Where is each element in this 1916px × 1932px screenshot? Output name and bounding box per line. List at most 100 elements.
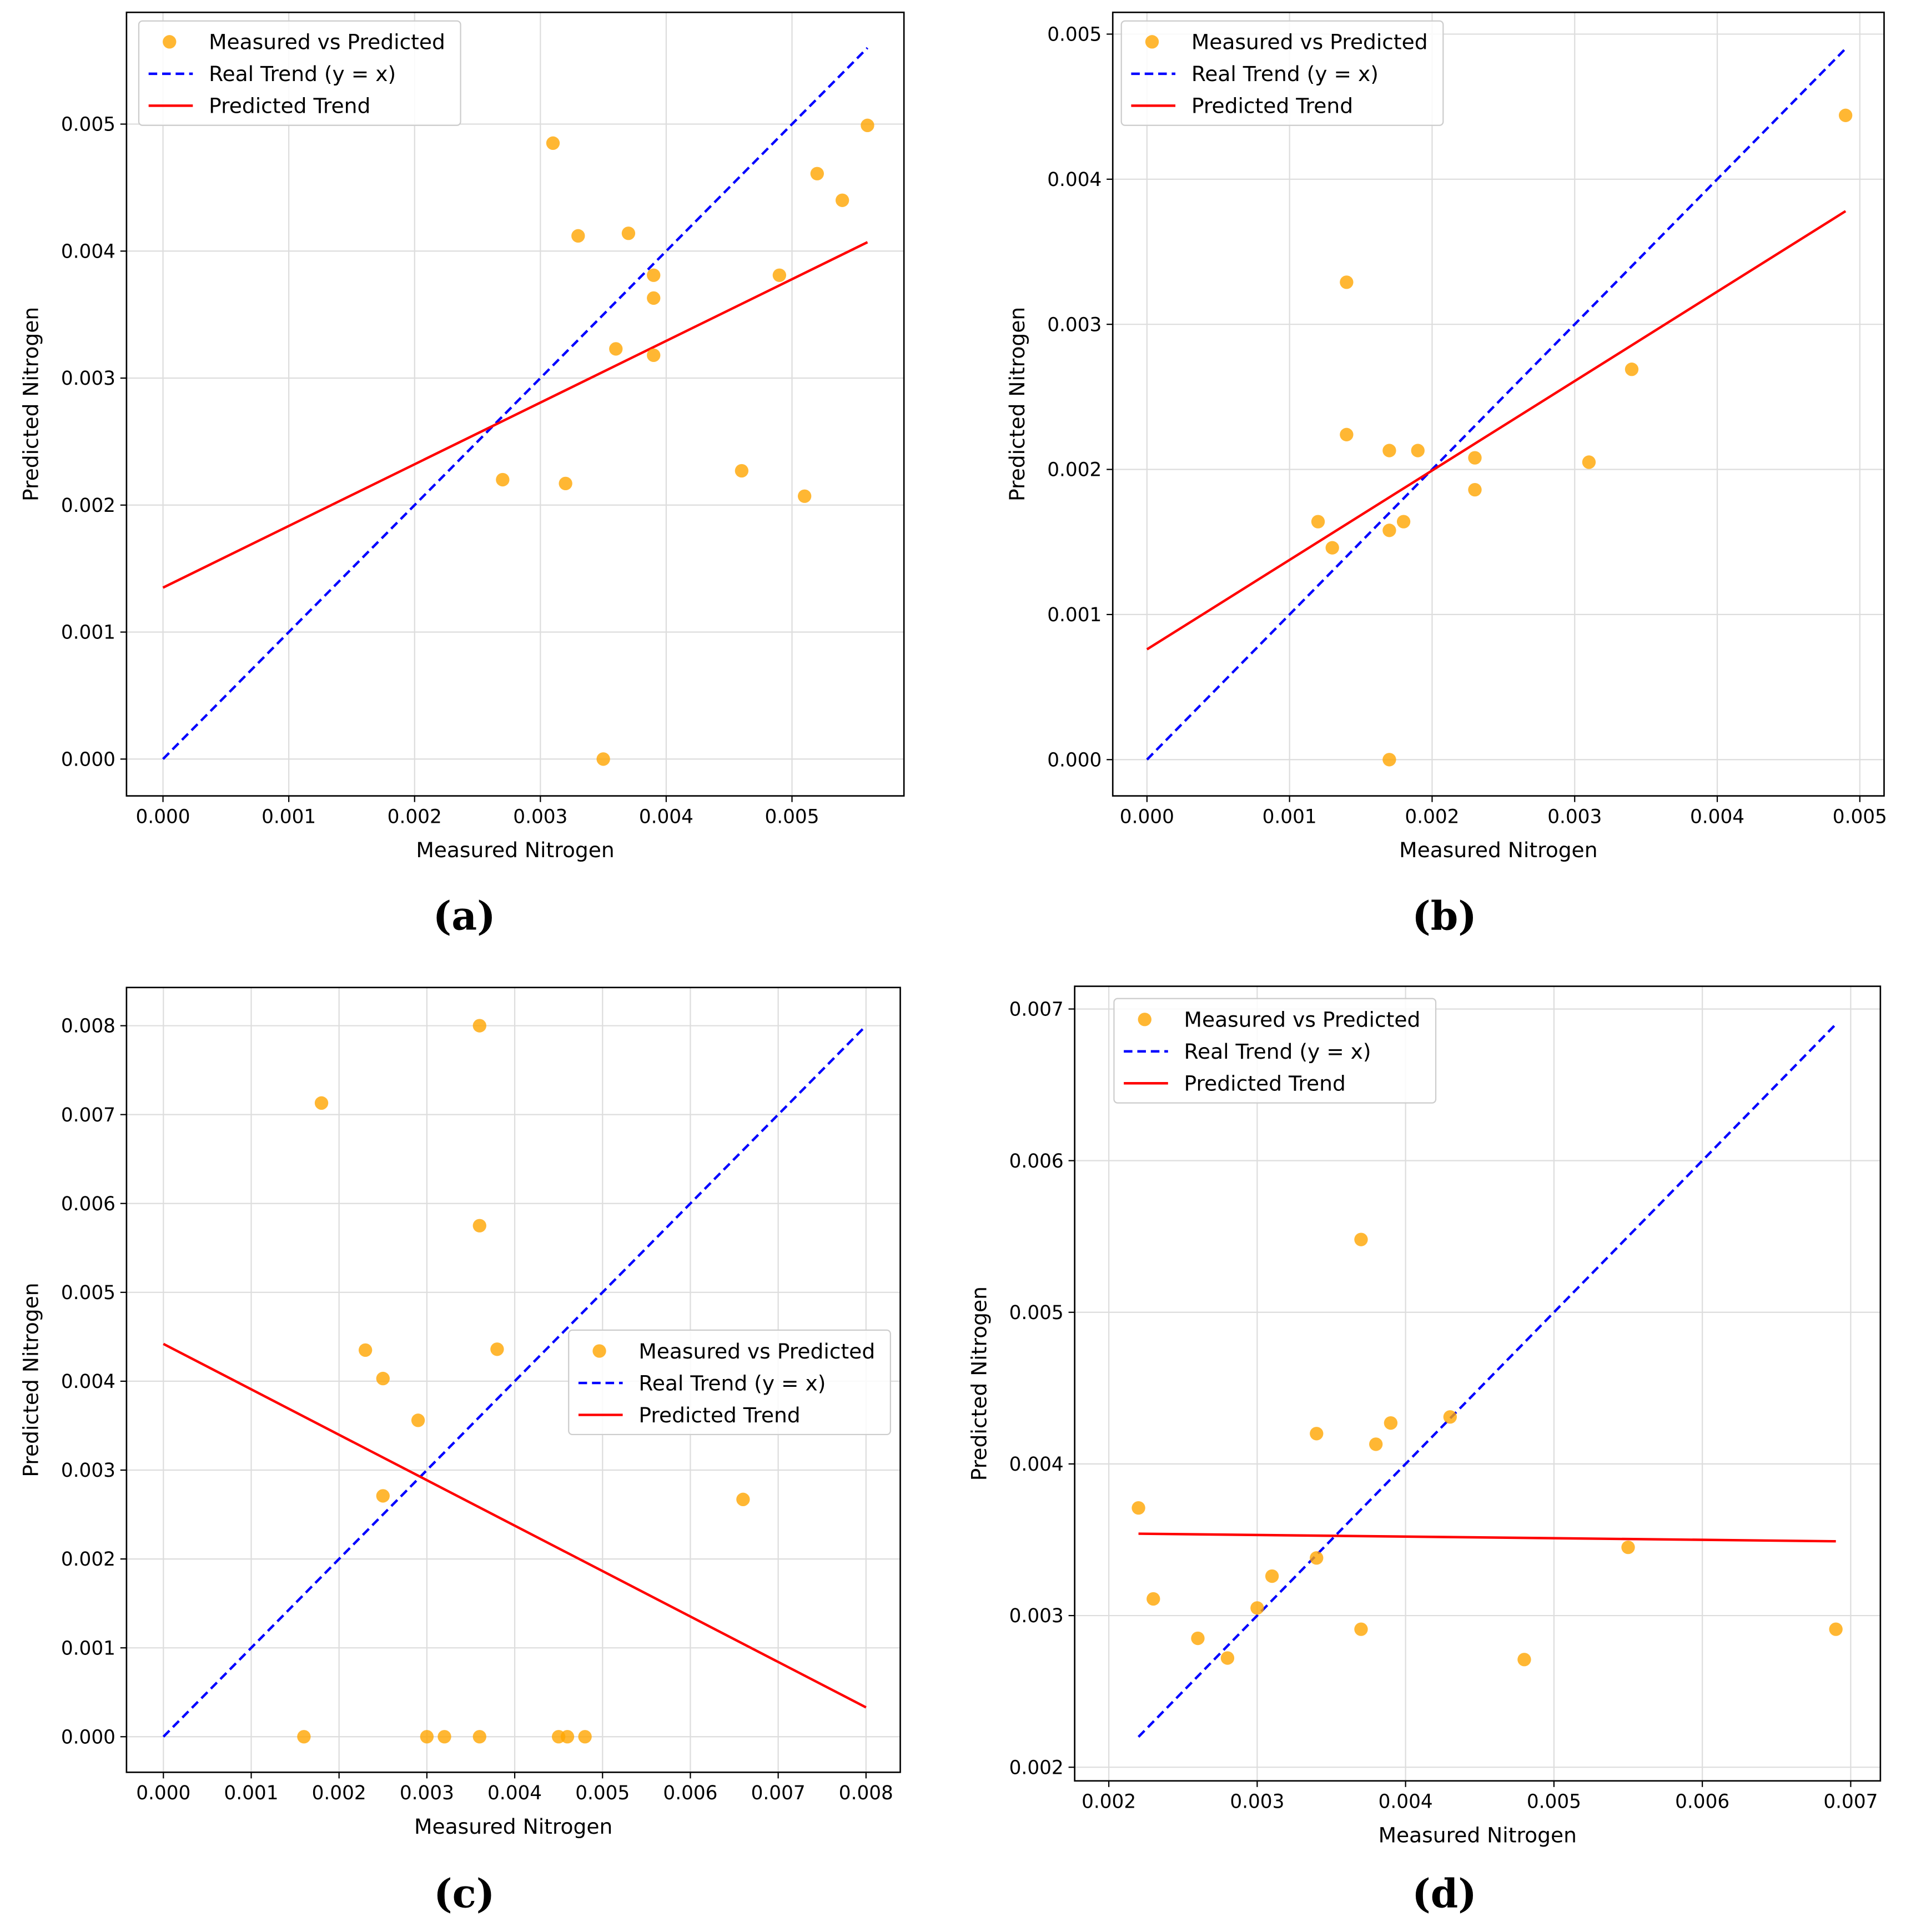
data-point bbox=[647, 291, 661, 305]
data-point bbox=[1382, 753, 1396, 767]
legend-entry: Measured vs Predicted bbox=[1191, 30, 1428, 54]
legend: Measured vs Predicted Real Trend (y = x) P… bbox=[138, 20, 461, 126]
data-point bbox=[1517, 1653, 1531, 1667]
legend-entry: Predicted Trend bbox=[1191, 94, 1353, 118]
y-tick-label: 0.003 bbox=[61, 1460, 115, 1482]
legend-entry: Real Trend (y = x) bbox=[1191, 62, 1379, 86]
legend-entry: Predicted Trend bbox=[209, 94, 370, 118]
x-axis-label: Measured Nitrogen bbox=[1379, 1823, 1577, 1847]
y-tick-label: 0.003 bbox=[1047, 314, 1102, 336]
y-tick-label: 0.000 bbox=[61, 1726, 115, 1748]
y-tick-label: 0.001 bbox=[1047, 604, 1102, 626]
predicted-trend-line bbox=[163, 1342, 867, 1709]
y-tick-label: 0.006 bbox=[1009, 1150, 1064, 1173]
panel-a: 0.000 0.001 0.002 0.003 0.004 0.005 0.000 0.001… bbox=[19, 11, 905, 939]
legend-entry: Predicted Trend bbox=[638, 1403, 800, 1427]
legend-marker-points bbox=[163, 35, 177, 49]
data-point bbox=[472, 1219, 486, 1232]
data-point bbox=[1396, 515, 1411, 529]
y-axis-label: Predicted Nitrogen bbox=[19, 307, 43, 501]
y-tick-label: 0.005 bbox=[1009, 1302, 1064, 1324]
x-tick-label: 0.001 bbox=[224, 1782, 278, 1804]
x-tick-label: 0.005 bbox=[1833, 806, 1887, 828]
y-tick-label: 0.007 bbox=[1009, 999, 1064, 1021]
data-point bbox=[496, 472, 510, 487]
legend-entry: Measured vs Predicted bbox=[1184, 1008, 1421, 1032]
x-tick-label: 0.003 bbox=[1547, 806, 1602, 828]
data-point bbox=[1382, 444, 1396, 457]
x-tick-label: 0.000 bbox=[1120, 806, 1174, 828]
data-point bbox=[861, 118, 874, 132]
x-tick-label: 0.007 bbox=[751, 1782, 806, 1804]
data-point bbox=[559, 476, 572, 491]
data-point bbox=[560, 1730, 575, 1744]
panel-c: 0.000 0.001 0.002 0.003 0.004 0.005 0.006 0.007… bbox=[19, 987, 901, 1917]
legend-box bbox=[1113, 998, 1437, 1104]
data-point bbox=[609, 342, 623, 356]
y-axis-label: Predicted Nitrogen bbox=[1005, 307, 1029, 501]
legend-entry: Real Trend (y = x) bbox=[209, 62, 396, 86]
data-point bbox=[411, 1413, 425, 1427]
y-tick-label: 0.004 bbox=[61, 240, 115, 263]
data-point bbox=[1369, 1437, 1383, 1451]
data-point bbox=[358, 1343, 373, 1357]
legend: Measured vs Predicted Real Trend (y = x) P… bbox=[568, 1329, 891, 1436]
legend-marker-points bbox=[1145, 35, 1159, 49]
data-point bbox=[472, 1730, 486, 1744]
data-point bbox=[376, 1489, 390, 1503]
data-point bbox=[376, 1371, 390, 1386]
y-tick-label: 0.002 bbox=[61, 1548, 115, 1571]
data-point bbox=[1310, 1551, 1324, 1565]
panel-label: (b) bbox=[1412, 893, 1476, 939]
legend-box bbox=[568, 1329, 891, 1436]
panel-label: (a) bbox=[433, 893, 496, 939]
x-tick-label: 0.003 bbox=[513, 806, 567, 828]
data-point bbox=[1411, 444, 1425, 457]
x-axis-label: Measured Nitrogen bbox=[416, 838, 614, 862]
x-tick-label: 0.001 bbox=[261, 806, 316, 828]
y-tick-label: 0.003 bbox=[61, 368, 115, 390]
legend-entry: Measured vs Predicted bbox=[638, 1339, 875, 1364]
data-point bbox=[1443, 1410, 1457, 1424]
x-tick-label: 0.004 bbox=[1690, 806, 1744, 828]
plot-frame bbox=[125, 987, 901, 1773]
data-point bbox=[1621, 1540, 1635, 1554]
plot-frame bbox=[1074, 985, 1882, 1782]
x-tick-label: 0.004 bbox=[1379, 1790, 1433, 1813]
data-point bbox=[472, 1019, 486, 1033]
x-tick-label: 0.002 bbox=[388, 806, 442, 828]
panel-label: (c) bbox=[434, 1871, 495, 1917]
panel-label: (d) bbox=[1412, 1871, 1476, 1917]
data-point bbox=[1384, 1416, 1398, 1430]
real-trend-line bbox=[162, 47, 869, 760]
x-axis-label: Measured Nitrogen bbox=[414, 1814, 612, 1839]
x-tick-label: 0.005 bbox=[765, 806, 819, 828]
y-tick-label: 0.003 bbox=[1009, 1605, 1064, 1627]
predicted-trend-line bbox=[162, 241, 868, 589]
y-tick-label: 0.002 bbox=[61, 495, 115, 517]
legend-marker-points bbox=[592, 1344, 606, 1358]
data-point bbox=[1310, 1427, 1324, 1441]
data-point bbox=[1582, 455, 1596, 469]
data-point bbox=[1265, 1569, 1279, 1583]
legend-entry: Real Trend (y = x) bbox=[1184, 1039, 1371, 1064]
data-point bbox=[1191, 1631, 1205, 1646]
data-point bbox=[1220, 1651, 1235, 1665]
data-point bbox=[578, 1730, 592, 1744]
data-point bbox=[1468, 451, 1482, 465]
y-tick-label: 0.004 bbox=[1047, 169, 1102, 191]
x-tick-label: 0.006 bbox=[663, 1782, 717, 1804]
data-point bbox=[647, 348, 661, 363]
data-point bbox=[297, 1730, 311, 1744]
y-tick-label: 0.004 bbox=[61, 1371, 115, 1393]
data-point bbox=[1311, 515, 1325, 529]
data-point bbox=[1340, 427, 1354, 441]
predicted-trend-line bbox=[1138, 1532, 1836, 1543]
x-tick-label: 0.004 bbox=[487, 1782, 542, 1804]
y-tick-label: 0.005 bbox=[61, 114, 115, 136]
x-tick-label: 0.004 bbox=[639, 806, 693, 828]
y-axis-label: Predicted Nitrogen bbox=[967, 1286, 991, 1481]
data-point bbox=[1382, 524, 1396, 537]
